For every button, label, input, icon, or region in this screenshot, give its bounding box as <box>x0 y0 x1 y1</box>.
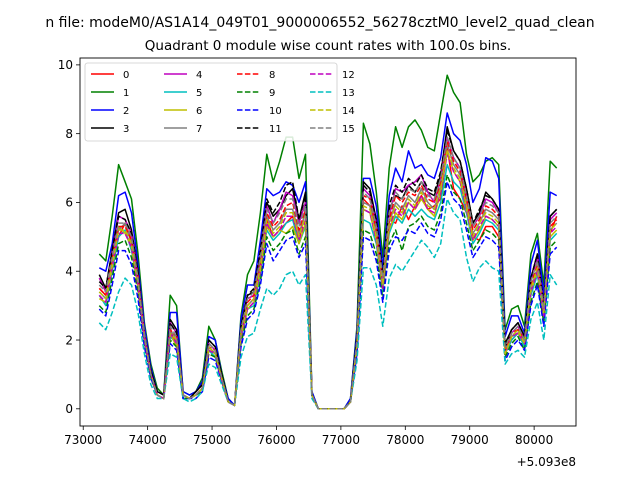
legend-label-1: 1 <box>123 88 129 99</box>
legend-label-15: 15 <box>342 124 355 135</box>
series-line-14 <box>98 150 558 410</box>
y-tick-label: 2 <box>65 333 73 347</box>
legend-label-11: 11 <box>269 124 282 135</box>
legend-label-3: 3 <box>123 124 129 135</box>
legend-box <box>84 62 338 142</box>
plot-frame <box>79 57 577 427</box>
x-tick-label: 76000 <box>257 433 295 447</box>
legend-label-7: 7 <box>196 124 202 135</box>
legend-label-0: 0 <box>123 70 129 81</box>
legend-label-9: 9 <box>269 88 275 99</box>
x-axis: 73000 74000 75000 76000 77000 78000 79000 80000 <box>64 426 553 447</box>
legend-label-8: 8 <box>269 70 275 81</box>
legend-label-13: 13 <box>342 88 355 99</box>
x-tick-label: 77000 <box>322 433 360 447</box>
y-tick-label: 6 <box>65 196 73 210</box>
legend-label-6: 6 <box>196 106 202 117</box>
y-tick-label: 10 <box>58 58 73 72</box>
x-tick-label: 74000 <box>129 433 167 447</box>
y-tick-label: 4 <box>65 265 73 279</box>
series-lines <box>98 74 558 410</box>
figure-suptitle: n file: modeM0/AS1A14_049T01_9000006552_… <box>45 15 594 31</box>
x-tick-label: 75000 <box>193 433 231 447</box>
x-tick-label: 80000 <box>515 433 553 447</box>
legend-label-14: 14 <box>342 106 355 117</box>
legend-label-4: 4 <box>196 70 202 81</box>
chart-title: Quadrant 0 module wise count rates with … <box>145 38 511 54</box>
x-tick-label: 73000 <box>64 433 102 447</box>
x-tick-label: 78000 <box>386 433 424 447</box>
series-line-15 <box>98 136 558 410</box>
x-tick-label: 79000 <box>451 433 489 447</box>
legend-label-12: 12 <box>342 70 355 81</box>
y-axis: 0 2 4 6 8 10 <box>58 58 80 416</box>
series-line-13 <box>98 198 558 410</box>
x-axis-offset-label: +5.093e8 <box>517 455 576 469</box>
y-tick-label: 8 <box>65 127 73 141</box>
series-line-7 <box>98 143 558 410</box>
legend-label-10: 10 <box>269 106 282 117</box>
y-tick-label: 0 <box>65 402 73 416</box>
legend-label-2: 2 <box>123 106 129 117</box>
legend-label-5: 5 <box>196 88 202 99</box>
